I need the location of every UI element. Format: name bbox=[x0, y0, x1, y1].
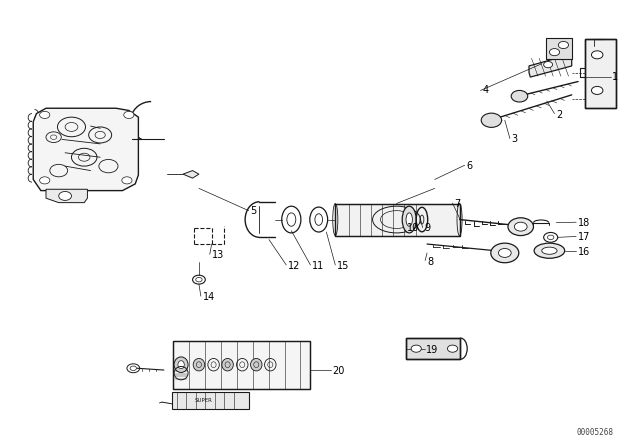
Ellipse shape bbox=[534, 243, 564, 258]
Circle shape bbox=[59, 191, 72, 200]
Circle shape bbox=[591, 86, 603, 95]
Ellipse shape bbox=[402, 206, 416, 233]
Bar bbox=[406, 338, 460, 359]
Polygon shape bbox=[33, 108, 138, 190]
Text: 2: 2 bbox=[556, 110, 562, 120]
Bar bbox=[173, 340, 310, 389]
Circle shape bbox=[511, 90, 528, 102]
Text: 4: 4 bbox=[483, 86, 488, 95]
Bar bbox=[172, 392, 248, 409]
Ellipse shape bbox=[541, 247, 557, 254]
Text: 18: 18 bbox=[578, 218, 590, 228]
Text: 14: 14 bbox=[203, 293, 215, 302]
Circle shape bbox=[122, 177, 132, 184]
Text: 1: 1 bbox=[612, 72, 618, 82]
Text: 13: 13 bbox=[212, 250, 224, 260]
Polygon shape bbox=[183, 171, 199, 178]
Ellipse shape bbox=[250, 358, 262, 371]
Circle shape bbox=[549, 48, 559, 56]
Circle shape bbox=[543, 61, 552, 68]
Circle shape bbox=[481, 113, 502, 127]
Circle shape bbox=[447, 345, 458, 352]
Ellipse shape bbox=[174, 357, 188, 372]
Bar bbox=[173, 340, 310, 389]
Text: 10: 10 bbox=[407, 224, 420, 233]
Bar bbox=[546, 38, 572, 59]
Circle shape bbox=[499, 249, 511, 258]
Bar bbox=[335, 203, 460, 236]
Circle shape bbox=[411, 345, 421, 352]
Text: 5: 5 bbox=[250, 206, 256, 215]
Bar bbox=[585, 39, 616, 108]
Text: 8: 8 bbox=[427, 257, 433, 267]
Text: 6: 6 bbox=[467, 161, 473, 171]
Circle shape bbox=[515, 222, 527, 231]
Text: 12: 12 bbox=[288, 261, 301, 271]
Bar bbox=[406, 338, 460, 359]
Text: 17: 17 bbox=[578, 233, 591, 242]
Text: 7: 7 bbox=[454, 199, 460, 209]
Text: 3: 3 bbox=[511, 134, 517, 144]
Ellipse shape bbox=[222, 358, 234, 371]
Ellipse shape bbox=[193, 358, 205, 371]
Bar bbox=[335, 203, 460, 236]
Ellipse shape bbox=[178, 361, 184, 369]
Text: 00005268: 00005268 bbox=[577, 428, 614, 437]
Bar bbox=[585, 39, 616, 108]
Circle shape bbox=[491, 243, 519, 263]
Ellipse shape bbox=[406, 213, 412, 226]
Text: SUPER: SUPER bbox=[195, 398, 213, 403]
Circle shape bbox=[508, 218, 534, 236]
Polygon shape bbox=[529, 57, 572, 77]
Polygon shape bbox=[46, 189, 88, 202]
Circle shape bbox=[124, 112, 134, 118]
Text: 20: 20 bbox=[333, 366, 345, 376]
Text: 16: 16 bbox=[578, 246, 590, 257]
Text: 15: 15 bbox=[337, 261, 349, 271]
Text: 9: 9 bbox=[424, 224, 431, 233]
Circle shape bbox=[591, 51, 603, 59]
Circle shape bbox=[40, 112, 50, 118]
Circle shape bbox=[558, 42, 568, 48]
Text: 11: 11 bbox=[312, 261, 324, 271]
Text: 19: 19 bbox=[426, 345, 438, 354]
Circle shape bbox=[40, 177, 50, 184]
